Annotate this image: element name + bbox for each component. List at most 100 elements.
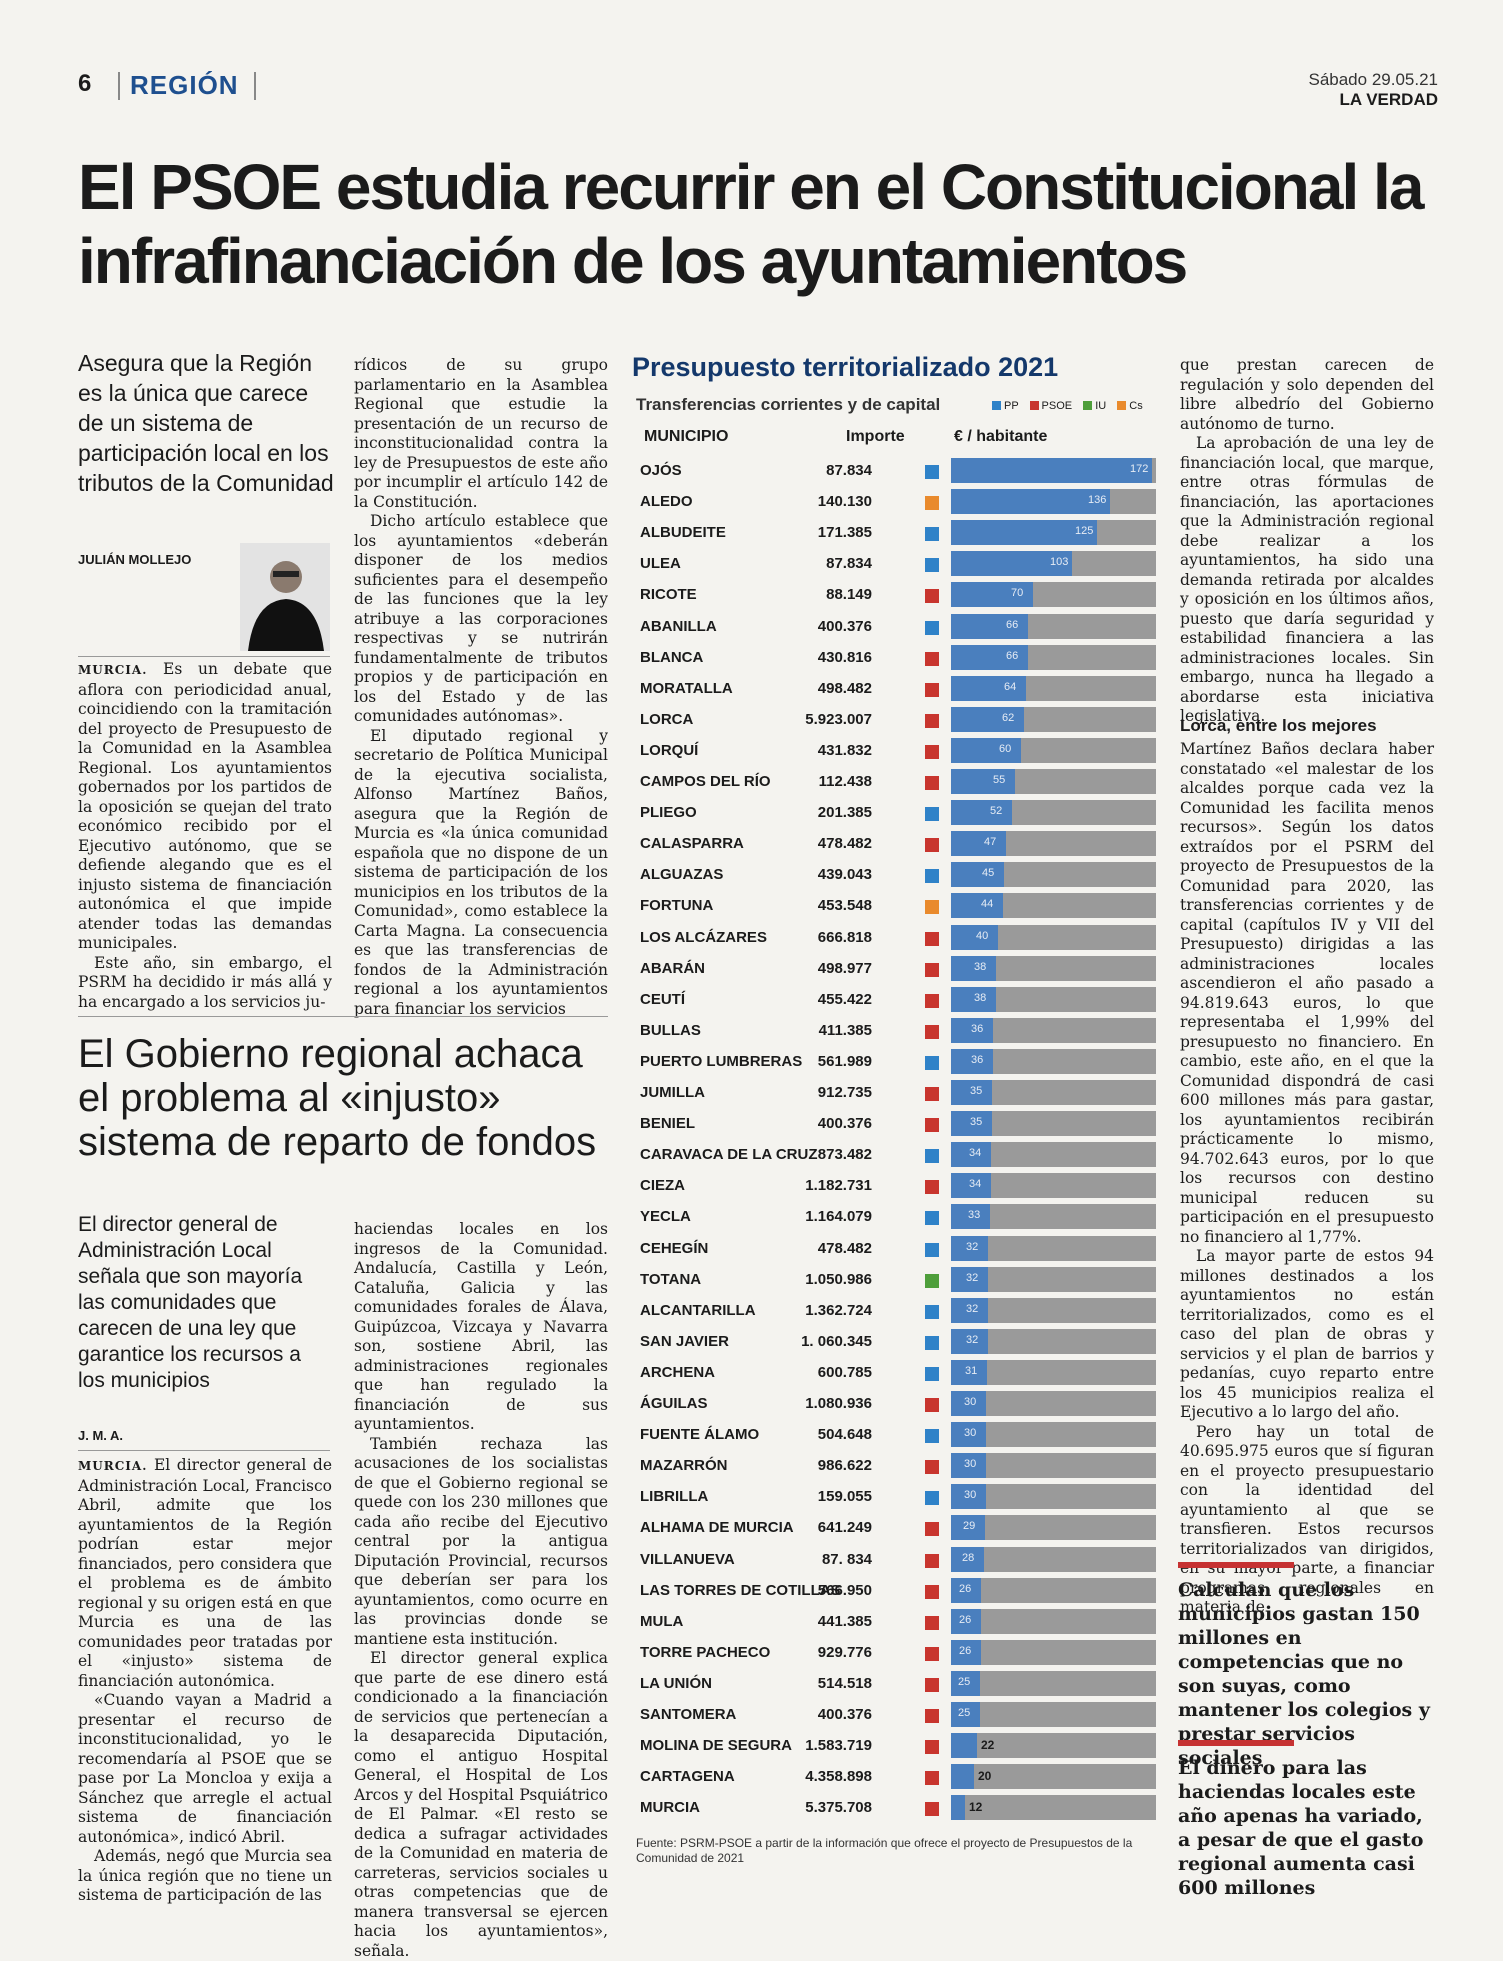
party-marker	[925, 1522, 939, 1537]
chart-row: ALEDO 140.130 136	[628, 487, 1160, 518]
per-capita-label: 36	[971, 1022, 984, 1035]
municipio-label: CALASPARRA	[640, 835, 744, 853]
party-marker	[925, 1677, 939, 1692]
municipio-label: LORQUÍ	[640, 741, 699, 759]
per-capita-label: 30	[964, 1458, 977, 1471]
municipio-label: MULA	[640, 1612, 684, 1630]
importe-value: 1.182.731	[805, 1177, 872, 1195]
per-capita-bar	[951, 613, 1028, 639]
municipio-label: ABANILLA	[640, 617, 717, 635]
party-marker	[925, 1242, 939, 1257]
importe-value: 929.776	[817, 1643, 872, 1661]
municipio-label: MAZARRÓN	[640, 1457, 728, 1475]
party-marker	[925, 1087, 939, 1101]
party-marker	[925, 900, 939, 915]
party-marker	[925, 931, 939, 946]
per-capita-bar	[951, 458, 1152, 483]
importe-value: 430.816	[817, 648, 872, 666]
municipio-label: OJÓS	[640, 462, 682, 479]
party-marker	[925, 1771, 939, 1786]
chart-row: CARAVACA DE LA CRUZ 873.482 34	[628, 1140, 1160, 1171]
municipio-label: BENIEL	[640, 1115, 696, 1133]
per-capita-label: 26	[959, 1582, 972, 1595]
importe-value: 600.785	[817, 1363, 872, 1381]
chart-row: FUENTE ÁLAMO 504.648 30	[628, 1420, 1160, 1451]
importe-value: 140.130	[817, 493, 872, 511]
importe-value: 411.385	[818, 1021, 872, 1039]
importe-value: 400.376	[817, 1115, 872, 1133]
per-capita-bar	[951, 1235, 988, 1261]
legend-swatch-pp	[992, 401, 1001, 410]
municipio-label: CARAVACA DE LA CRUZ	[640, 1146, 818, 1164]
per-capita-bar	[951, 1173, 991, 1199]
municipio-label: SAN JAVIER	[640, 1332, 729, 1350]
party-marker	[925, 1429, 939, 1444]
chart-row: ALBUDEITE 171.385 125	[628, 518, 1160, 549]
per-capita-label: 12	[969, 1800, 983, 1815]
legend-label: PSOE	[1041, 400, 1073, 412]
per-capita-bar	[951, 893, 1003, 919]
party-marker	[925, 993, 939, 1008]
article1-column-1: MURCIA. Es un debate que aflora con peri…	[78, 660, 332, 1011]
bar-track	[951, 1639, 1156, 1665]
chart-row: LORQUÍ 431.832 60	[628, 736, 1160, 767]
chart-row: CIEZA 1.182.731 34	[628, 1171, 1160, 1202]
highlight-quote: El dinero para las haciendas locales est…	[1178, 1757, 1424, 1899]
importe-value: 1.080.936	[805, 1395, 872, 1412]
page-number: 6	[78, 70, 92, 97]
chart-row: CEHEGÍN 478.482 32	[628, 1234, 1160, 1265]
chart-subtitle: Transferencias corrientes y de capital	[636, 395, 941, 414]
per-capita-label: 33	[968, 1209, 981, 1222]
per-capita-label: 172	[1130, 463, 1149, 475]
chart-row: LOS ALCÁZARES 666.818 40	[628, 923, 1160, 954]
article1-column-4-continued: Martínez Baños declara haber constatado …	[1180, 740, 1434, 1616]
chart-row: MOLINA DE SEGURA 1.583.719 22	[628, 1731, 1160, 1762]
per-capita-bar	[951, 955, 996, 981]
section-name: REGIÓN	[130, 70, 239, 100]
party-marker	[925, 1335, 939, 1350]
importe-value: 514.518	[817, 1674, 872, 1692]
main-headline: El PSOE estudia recurrir en el Constituc…	[78, 151, 1424, 297]
per-capita-bar	[951, 1266, 988, 1292]
per-capita-bar	[951, 1204, 990, 1230]
party-marker	[925, 713, 939, 728]
municipio-label: BULLAS	[640, 1021, 701, 1039]
party-marker	[925, 1118, 939, 1133]
importe-value: 498.482	[817, 679, 872, 697]
importe-value: 1.362.724	[805, 1301, 872, 1319]
importe-value: 431.832	[817, 741, 872, 759]
chart-row: FORTUNA 453.548 44	[628, 891, 1160, 922]
per-capita-bar	[951, 1484, 986, 1510]
per-capita-label: 25	[958, 1675, 971, 1688]
party-marker	[925, 838, 939, 853]
chart-row: SAN JAVIER 1. 060.345 32	[628, 1327, 1160, 1358]
article1-column-4: que prestan carecen de regulación y solo…	[1180, 356, 1434, 725]
per-capita-label: 55	[993, 774, 1006, 786]
per-capita-label: 64	[1004, 680, 1017, 693]
per-capita-label: 103	[1050, 556, 1069, 569]
party-marker	[925, 558, 939, 573]
chart-row: LAS TORRES DE COTILLAS 566.950 26	[628, 1576, 1160, 1607]
per-capita-bar	[951, 1080, 992, 1105]
importe-value: 498.977	[817, 959, 872, 977]
municipio-label: PUERTO LUMBRERAS	[640, 1052, 803, 1070]
bar-track	[951, 1546, 1156, 1572]
party-marker	[925, 1615, 939, 1630]
per-capita-bar	[951, 1795, 965, 1821]
chart-row: YECLA 1.164.079 33	[628, 1202, 1160, 1233]
column-header: MUNICIPIO	[644, 428, 729, 445]
importe-value: 1.164.079	[805, 1208, 872, 1226]
column-rule	[78, 1450, 330, 1451]
municipio-label: ÁGUILAS	[640, 1395, 708, 1412]
article2-lead: El director general de Administración Lo…	[78, 1213, 303, 1392]
per-capita-bar	[951, 737, 1021, 763]
party-marker	[925, 1055, 939, 1070]
chart-source: Fuente: PSRM-PSOE a partir de la informa…	[636, 1836, 1133, 1865]
author-photo	[240, 543, 330, 651]
per-capita-label: 32	[966, 1240, 979, 1253]
party-marker	[925, 1366, 939, 1381]
importe-value: 561.989	[817, 1052, 872, 1070]
party-marker	[925, 1740, 939, 1755]
importe-value: 112.438	[818, 773, 872, 790]
per-capita-label: 32	[966, 1302, 979, 1315]
